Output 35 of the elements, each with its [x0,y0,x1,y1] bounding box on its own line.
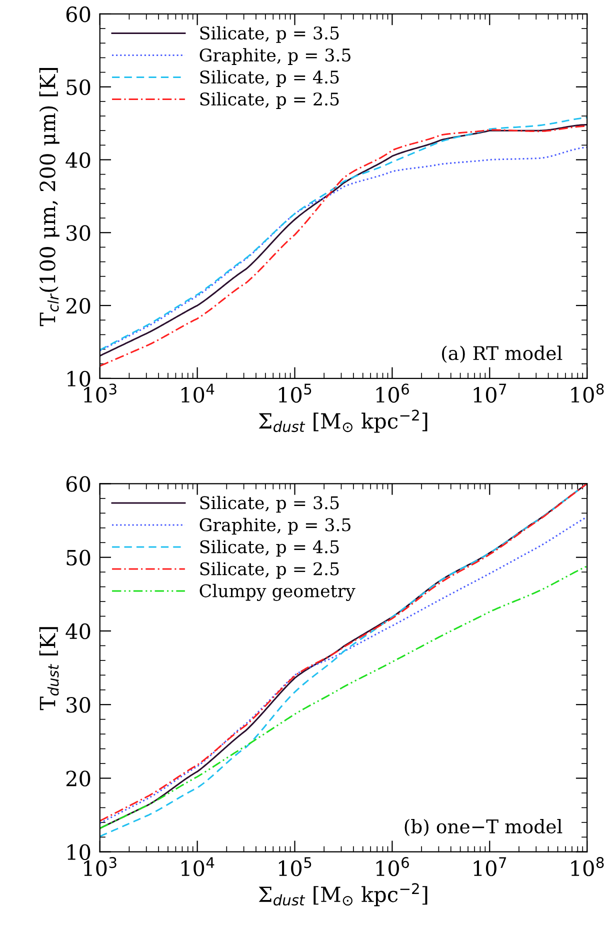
x-tick-label: 10$^{5}$ [278,857,312,876]
x-tick-label: 10$^{4}$ [182,857,214,876]
y-axis-title: T$_{clr}$(100 μm, 200 μm) [K] [39,68,60,326]
x-tick-label: 10$^{7}$ [474,384,506,403]
legend-label: Silicate, p = 2.5 [200,92,339,109]
y-tick-label: 30 [66,697,90,713]
y-tick-label: 40 [66,152,90,168]
x-tick-label: 10$^{6}$ [376,384,409,403]
y-tick-label: 60 [66,6,90,22]
legend-label: Silicate, p = 4.5 [200,540,339,557]
legend-label: Graphite, p = 3.5 [200,518,350,535]
legend-label: Silicate, p = 3.5 [200,496,339,513]
legend-label: Silicate, p = 2.5 [200,562,339,579]
x-tick-label: 10$^{8}$ [571,857,604,876]
y-tick-label: 50 [66,79,90,96]
legend-label: Clumpy geometry [200,584,356,601]
y-tick-label: 20 [66,770,90,786]
y-tick-label: 30 [66,225,90,241]
y-tick-label: 60 [66,476,90,492]
legend-label: Silicate, p = 3.5 [200,26,339,43]
legend-label: Silicate, p = 4.5 [200,70,339,87]
x-tick-label: 10$^{7}$ [474,857,506,876]
x-tick-label: 10$^{6}$ [376,857,409,876]
y-tick-label: 40 [66,623,90,640]
x-axis-title: Σ$_{dust}$ [M$_{⊙}$ kpc$^{−2}$] [258,410,428,433]
annotation: (b) one−T model [404,818,562,836]
y-tick-label: 50 [66,550,90,566]
x-axis-title: Σ$_{dust}$ [M$_{⊙}$ kpc$^{−2}$] [258,883,428,906]
legend-label: Graphite, p = 3.5 [200,48,350,65]
x-tick-label: 10$^{8}$ [571,384,604,403]
y-tick-label: 20 [66,298,90,314]
annotation: (a) RT model [442,346,562,363]
x-tick-label: 10$^{4}$ [182,384,214,403]
x-tick-label: 10$^{5}$ [278,384,312,403]
y-axis-title: T$_{dust}$ [K] [39,627,59,710]
